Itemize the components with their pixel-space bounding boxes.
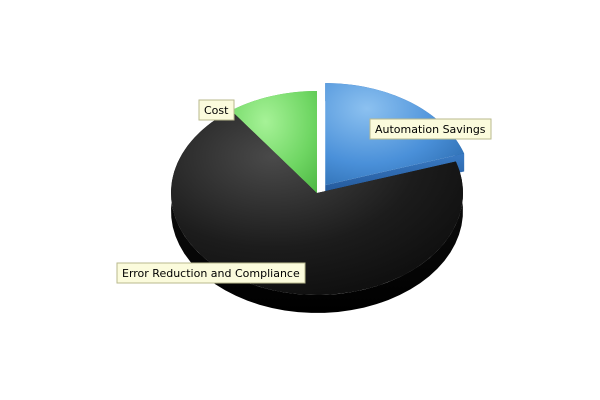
slice-label-box — [369, 118, 492, 140]
slice-label-text: Automation Savings — [375, 123, 486, 136]
slice-label: Error Reduction and Compliance — [116, 262, 306, 284]
slice-label-box — [198, 99, 235, 121]
pie-slice — [231, 91, 317, 193]
slice-label-text: Cost — [204, 104, 229, 117]
pie-labels: Automation Savings Error Reduction and Co… — [116, 99, 492, 284]
slice-label: Cost — [198, 99, 235, 121]
slice-label-text: Error Reduction and Compliance — [122, 267, 300, 280]
slice-label-box — [116, 262, 306, 284]
slice-label: Automation Savings — [369, 118, 492, 140]
pie-slice — [171, 110, 463, 295]
